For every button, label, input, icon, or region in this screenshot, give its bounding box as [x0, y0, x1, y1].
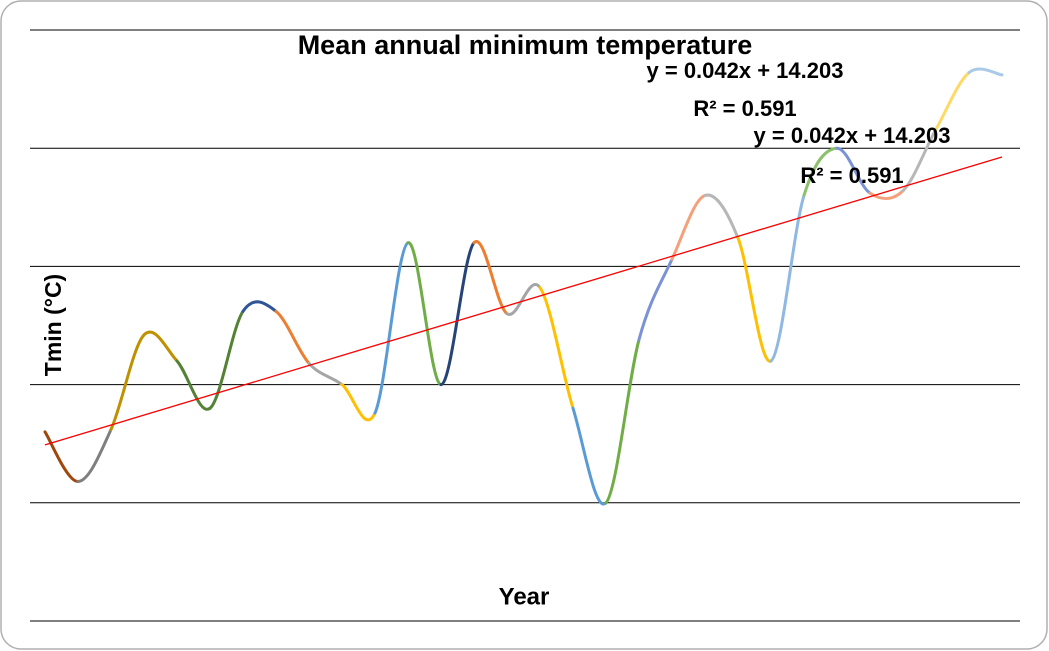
y-axis-label: Tmin (°C) [40, 274, 66, 376]
line-segment [406, 241, 443, 387]
chart-title: Mean annual minimum temperature [298, 30, 753, 60]
line-segment [637, 257, 674, 342]
line-segment [901, 127, 938, 193]
x-axis-label: Year [499, 583, 550, 610]
line-segment [967, 67, 1004, 77]
annotation: R² = 0.591 [693, 96, 796, 121]
annotation: y = 0.042x + 14.203 [754, 123, 951, 148]
annotation: R² = 0.591 [800, 163, 903, 188]
line-segment [604, 338, 641, 505]
line-segment [109, 333, 146, 432]
line-segment [274, 309, 311, 365]
line-segment [142, 330, 179, 363]
line-segment [439, 241, 476, 387]
line-segment [208, 309, 245, 410]
line-segment [670, 193, 707, 261]
plot-area [43, 67, 1004, 506]
line-segment [307, 361, 344, 387]
line-segment [505, 283, 542, 316]
line-segment [934, 71, 971, 131]
line-segment [175, 359, 212, 411]
annotation: y = 0.042x + 14.203 [647, 58, 844, 83]
line-segment [703, 193, 740, 240]
line-segment [472, 240, 509, 316]
line-segment [340, 383, 377, 422]
line-segment [769, 193, 806, 363]
line-segment [43, 430, 80, 484]
line-segment [76, 428, 113, 484]
line-segment [373, 241, 410, 415]
line-segment [835, 146, 872, 195]
line-segment [571, 406, 608, 506]
line-segment [736, 236, 773, 363]
grid [30, 29, 1020, 622]
line-segment [802, 146, 839, 197]
line-segment [241, 300, 278, 313]
trendline [44, 156, 1003, 446]
line-segment [868, 189, 905, 201]
